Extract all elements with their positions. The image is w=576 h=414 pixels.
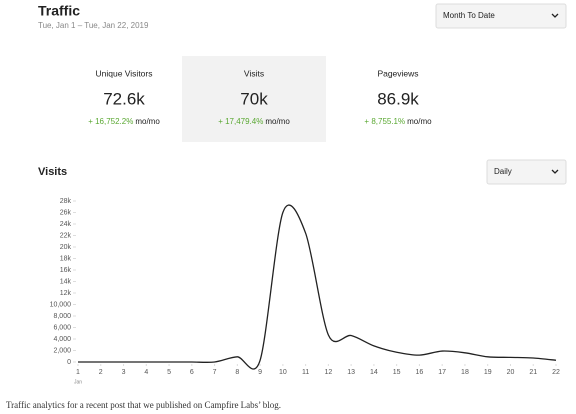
- stat-change: + 16,752.2% mo/mo: [88, 117, 160, 126]
- x-tick-label: 20: [507, 369, 515, 376]
- y-tick-label: 14k: [60, 278, 72, 285]
- dropdown-box[interactable]: [435, 3, 567, 29]
- dropdown-text[interactable]: Daily: [494, 167, 512, 176]
- y-tick-label: 28k: [60, 198, 72, 205]
- change-percent: + 17,479.4%: [218, 117, 263, 126]
- stat-value: 86.9k: [377, 89, 419, 108]
- change-percent: + 16,752.2%: [88, 117, 133, 126]
- x-tick-label: 1: [76, 369, 80, 376]
- y-tick-label: 2,000: [53, 347, 71, 354]
- chevron: [551, 13, 559, 18]
- stat-label: Visits: [244, 68, 264, 78]
- change-period: mo/mo: [407, 117, 432, 126]
- y-tick-label: 22k: [60, 232, 72, 239]
- visits-line: [77, 204, 557, 370]
- y-tick-label: 6,000: [53, 324, 71, 331]
- x-tick-label: 6: [190, 369, 194, 376]
- x-tick-label: 5: [167, 369, 171, 376]
- x-tick-sublabel: Jan: [74, 379, 82, 385]
- x-tick-label: 19: [484, 369, 492, 376]
- change-period: mo/mo: [265, 117, 290, 126]
- x-tick-label: 10: [279, 369, 287, 376]
- page-title: Traffic: [38, 3, 80, 19]
- caption: Traffic analytics for a recent post that…: [6, 400, 281, 410]
- chart: 0 2,000 4,000 6,000 8,000 10,000 12k 14k 16k 18k 2…: [50, 198, 560, 385]
- stat-label: Pageviews: [377, 68, 418, 78]
- y-tick-label: 26k: [60, 209, 72, 216]
- dropdown-text[interactable]: Month To Date: [443, 11, 495, 20]
- date-range: Tue, Jan 1 – Tue, Jan 22, 2019: [38, 21, 149, 30]
- x-tick-label: 17: [438, 369, 446, 376]
- x-tick-label: 8: [235, 369, 239, 376]
- chevron: [551, 169, 559, 174]
- interval-dropdown[interactable]: Daily: [486, 159, 567, 185]
- y-tick-label: 18k: [60, 255, 72, 262]
- x-tick-label: 9: [258, 369, 262, 376]
- stat-change: + 17,479.4% mo/mo: [218, 117, 290, 126]
- x-tick-label: 13: [347, 369, 355, 376]
- x-tick-label: 3: [122, 369, 126, 376]
- x-tick-label: 16: [416, 369, 424, 376]
- x-tick-label: 12: [324, 369, 332, 376]
- x-tick-label: 22: [552, 369, 560, 376]
- selected-card: [182, 56, 326, 142]
- stat-label: Unique Visitors: [95, 68, 152, 78]
- stat-value: 70k: [240, 89, 268, 108]
- range-dropdown[interactable]: Month To Date: [435, 3, 567, 29]
- y-tick-label: 24k: [60, 221, 72, 228]
- stat-value: 72.6k: [103, 89, 145, 108]
- x-tick-label: 11: [302, 369, 309, 376]
- y-tick-label: 10,000: [50, 301, 72, 308]
- x-tick-label: 15: [393, 369, 401, 376]
- y-tick-label: 0: [67, 359, 71, 366]
- change-percent: + 8,755.1%: [364, 117, 405, 126]
- x-tick-label: 7: [213, 369, 217, 376]
- x-tick-label: 2: [99, 369, 103, 376]
- x-tick-label: 14: [370, 369, 378, 376]
- x-tick-label: 21: [529, 369, 537, 376]
- y-tick-label: 16k: [60, 267, 72, 274]
- change-period: mo/mo: [135, 117, 160, 126]
- x-tick-label: 18: [461, 369, 469, 376]
- chart-title: Visits: [38, 166, 67, 178]
- y-tick-label: 20k: [60, 244, 72, 251]
- dropdown-box[interactable]: [486, 159, 567, 185]
- y-tick-label: 4,000: [53, 336, 71, 343]
- x-tick-label: 4: [144, 369, 148, 376]
- y-tick-label: 8,000: [53, 313, 71, 320]
- stat-change: + 8,755.1% mo/mo: [364, 117, 432, 126]
- y-tick-label: 12k: [60, 290, 72, 297]
